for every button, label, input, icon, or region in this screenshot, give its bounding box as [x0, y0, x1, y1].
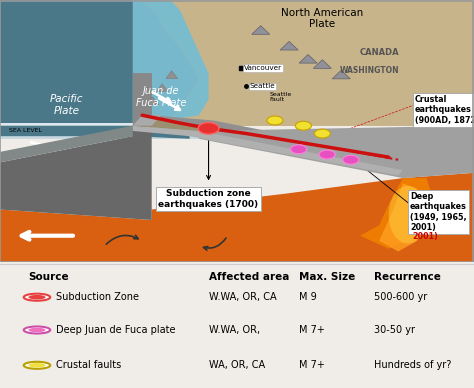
- Circle shape: [343, 155, 359, 164]
- Polygon shape: [0, 173, 474, 262]
- Text: Max. Size: Max. Size: [299, 272, 355, 282]
- Polygon shape: [156, 84, 168, 92]
- Polygon shape: [199, 126, 474, 178]
- Text: Recurrence: Recurrence: [374, 272, 441, 282]
- Circle shape: [198, 123, 219, 134]
- Polygon shape: [133, 120, 199, 131]
- Polygon shape: [133, 115, 427, 170]
- Text: WA, OR, CA: WA, OR, CA: [209, 360, 264, 370]
- Text: Source: Source: [28, 272, 69, 282]
- Polygon shape: [0, 126, 152, 220]
- Text: Pacific
Plate: Pacific Plate: [50, 94, 83, 116]
- Polygon shape: [133, 115, 161, 126]
- Text: Hundreds of yr?: Hundreds of yr?: [374, 360, 452, 370]
- Circle shape: [28, 363, 46, 367]
- Ellipse shape: [389, 186, 427, 244]
- Polygon shape: [0, 126, 190, 139]
- Circle shape: [24, 294, 50, 301]
- Circle shape: [314, 129, 330, 138]
- Text: Subduction zone
earthquakes (1700): Subduction zone earthquakes (1700): [158, 189, 259, 209]
- Text: Crustal faults: Crustal faults: [56, 360, 121, 370]
- Polygon shape: [360, 178, 436, 249]
- Polygon shape: [0, 128, 199, 139]
- Text: Crustal
earthquakes
(900AD, 1872): Crustal earthquakes (900AD, 1872): [415, 95, 474, 125]
- Text: WASHINGTON: WASHINGTON: [340, 66, 400, 75]
- Polygon shape: [166, 71, 178, 78]
- Text: 30-50 yr: 30-50 yr: [374, 325, 415, 335]
- Polygon shape: [0, 0, 133, 126]
- Text: Subduction Zone: Subduction Zone: [56, 292, 139, 302]
- Text: Juan de
Fuca Plate: Juan de Fuca Plate: [136, 86, 186, 108]
- Text: CANADA: CANADA: [359, 48, 399, 57]
- Circle shape: [24, 326, 50, 334]
- Text: W.WA, OR, CA: W.WA, OR, CA: [209, 292, 276, 302]
- Text: M 9: M 9: [299, 292, 316, 302]
- Circle shape: [295, 121, 311, 130]
- Text: Deep
earthquakes
(1949, 1965,
2001): Deep earthquakes (1949, 1965, 2001): [410, 192, 467, 232]
- Circle shape: [319, 150, 335, 159]
- Text: Seattle: Seattle: [250, 83, 275, 89]
- Text: W.WA, OR,: W.WA, OR,: [209, 325, 260, 335]
- Circle shape: [267, 116, 283, 125]
- Polygon shape: [0, 123, 199, 131]
- Polygon shape: [147, 97, 159, 105]
- Circle shape: [28, 328, 46, 332]
- Polygon shape: [133, 126, 403, 175]
- Polygon shape: [133, 0, 199, 126]
- Text: SEA LEVEL: SEA LEVEL: [9, 128, 43, 133]
- Text: Vancouver: Vancouver: [244, 65, 282, 71]
- Circle shape: [28, 295, 46, 300]
- Polygon shape: [133, 73, 152, 126]
- Polygon shape: [0, 126, 133, 162]
- Circle shape: [291, 145, 307, 154]
- Text: North American
Plate: North American Plate: [281, 7, 364, 29]
- Text: Affected area: Affected area: [209, 272, 289, 282]
- Polygon shape: [379, 184, 427, 251]
- Text: 2001): 2001): [412, 232, 438, 241]
- Text: 500-600 yr: 500-600 yr: [374, 292, 428, 302]
- Circle shape: [24, 362, 50, 369]
- Polygon shape: [133, 0, 474, 126]
- Text: M 7+: M 7+: [299, 360, 325, 370]
- Text: Deep Juan de Fuca plate: Deep Juan de Fuca plate: [56, 325, 175, 335]
- Text: M 7+: M 7+: [299, 325, 325, 335]
- Text: Seattle
Fault: Seattle Fault: [269, 92, 292, 102]
- Polygon shape: [133, 0, 209, 126]
